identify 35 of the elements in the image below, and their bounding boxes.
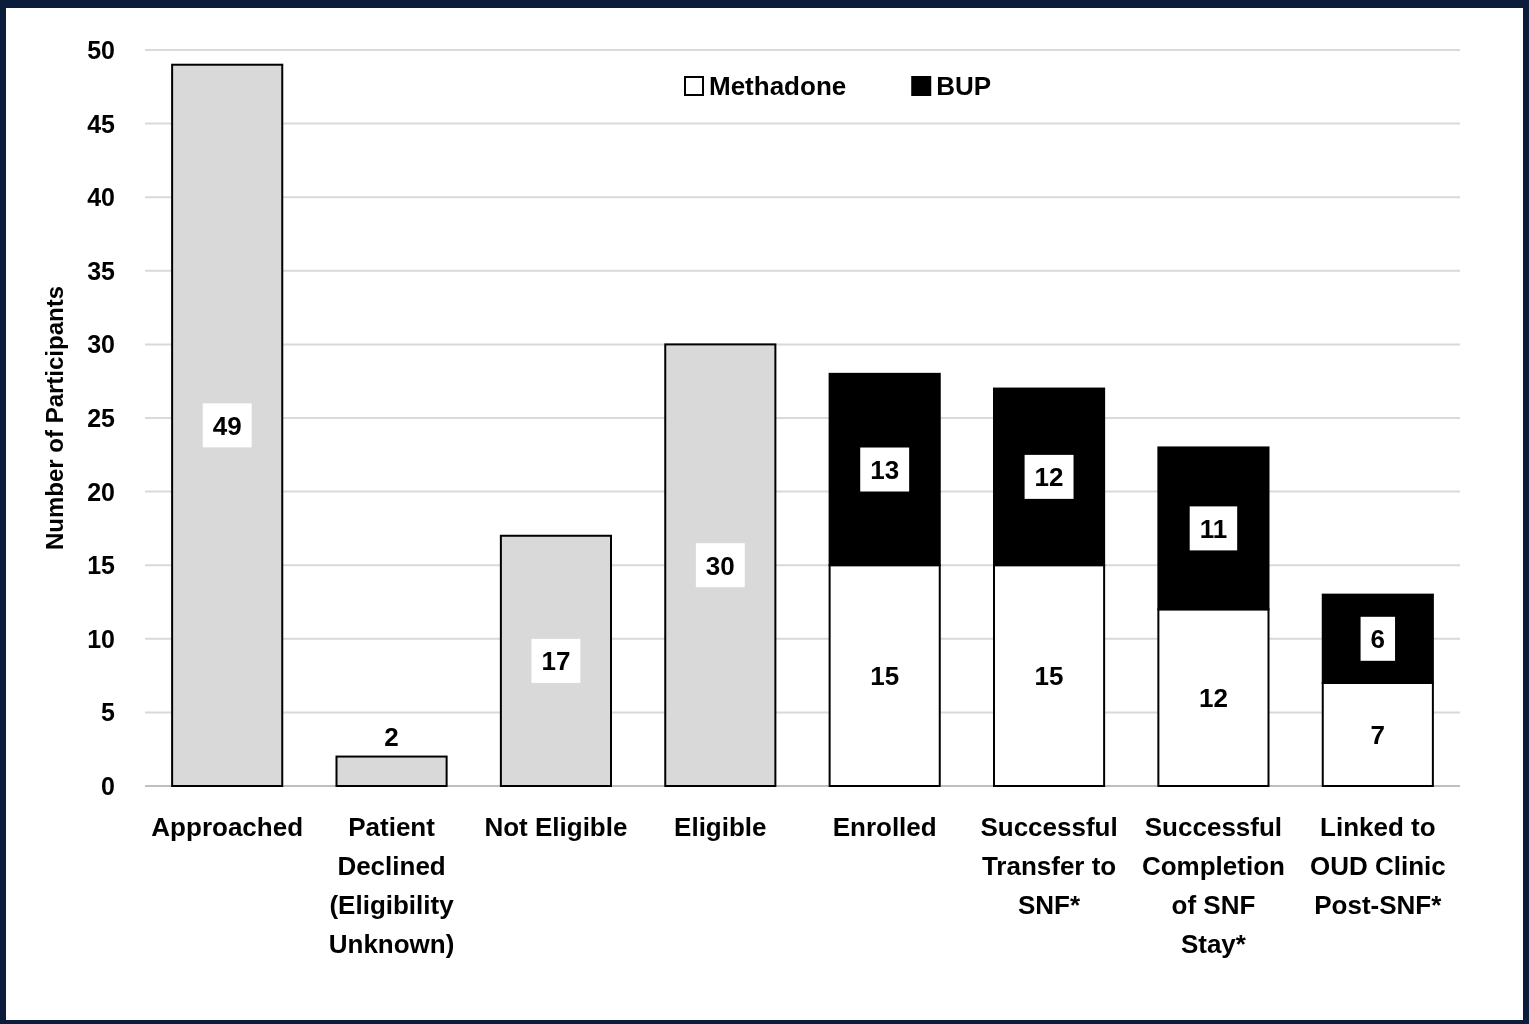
data-label: 6 <box>1370 624 1386 655</box>
legend-label: Methadone <box>709 71 847 102</box>
data-label: 13 <box>870 454 900 485</box>
y-tick-label: 40 <box>87 183 115 212</box>
data-label: 15 <box>1034 660 1064 691</box>
x-tick-label: Eligible <box>674 812 767 842</box>
x-tick-label: Not Eligible <box>484 812 628 842</box>
data-label: 12 <box>1198 683 1228 714</box>
y-tick-label: 5 <box>101 698 116 727</box>
y-tick-label: 15 <box>87 551 116 580</box>
bar <box>335 755 448 787</box>
x-tick-label: Enrolled <box>832 812 937 842</box>
legend-label: BUP <box>936 71 992 102</box>
y-tick-label: 45 <box>87 109 116 138</box>
data-label: 17 <box>541 646 571 677</box>
x-tick-label: Patient Declined (Eligibility Unknown) <box>328 812 455 959</box>
y-tick-label: 30 <box>87 330 115 359</box>
data-label: 2 <box>384 721 399 752</box>
x-tick-label: Successful Transfer to SNF* <box>980 812 1118 920</box>
x-tick-label: Linked to OUD Clinic Post-SNF* <box>1309 812 1446 920</box>
data-label: 12 <box>1034 462 1064 493</box>
y-tick-label: 20 <box>87 477 115 506</box>
x-tick-label: Successful Completion of SNF Stay* <box>1141 812 1285 959</box>
data-label: 30 <box>705 550 735 581</box>
y-tick-label: 10 <box>87 624 115 653</box>
data-label: 15 <box>870 660 900 691</box>
y-axis-title: Number of Participants <box>41 285 68 551</box>
data-label: 7 <box>1370 719 1386 750</box>
y-tick-label: 0 <box>101 772 115 800</box>
y-tick-label: 25 <box>87 404 116 432</box>
x-tick-label: Approached <box>151 812 304 842</box>
data-label: 49 <box>212 410 242 441</box>
y-tick-label: 50 <box>87 36 115 64</box>
data-label: 11 <box>1199 513 1228 544</box>
y-tick-label: 35 <box>87 256 116 285</box>
